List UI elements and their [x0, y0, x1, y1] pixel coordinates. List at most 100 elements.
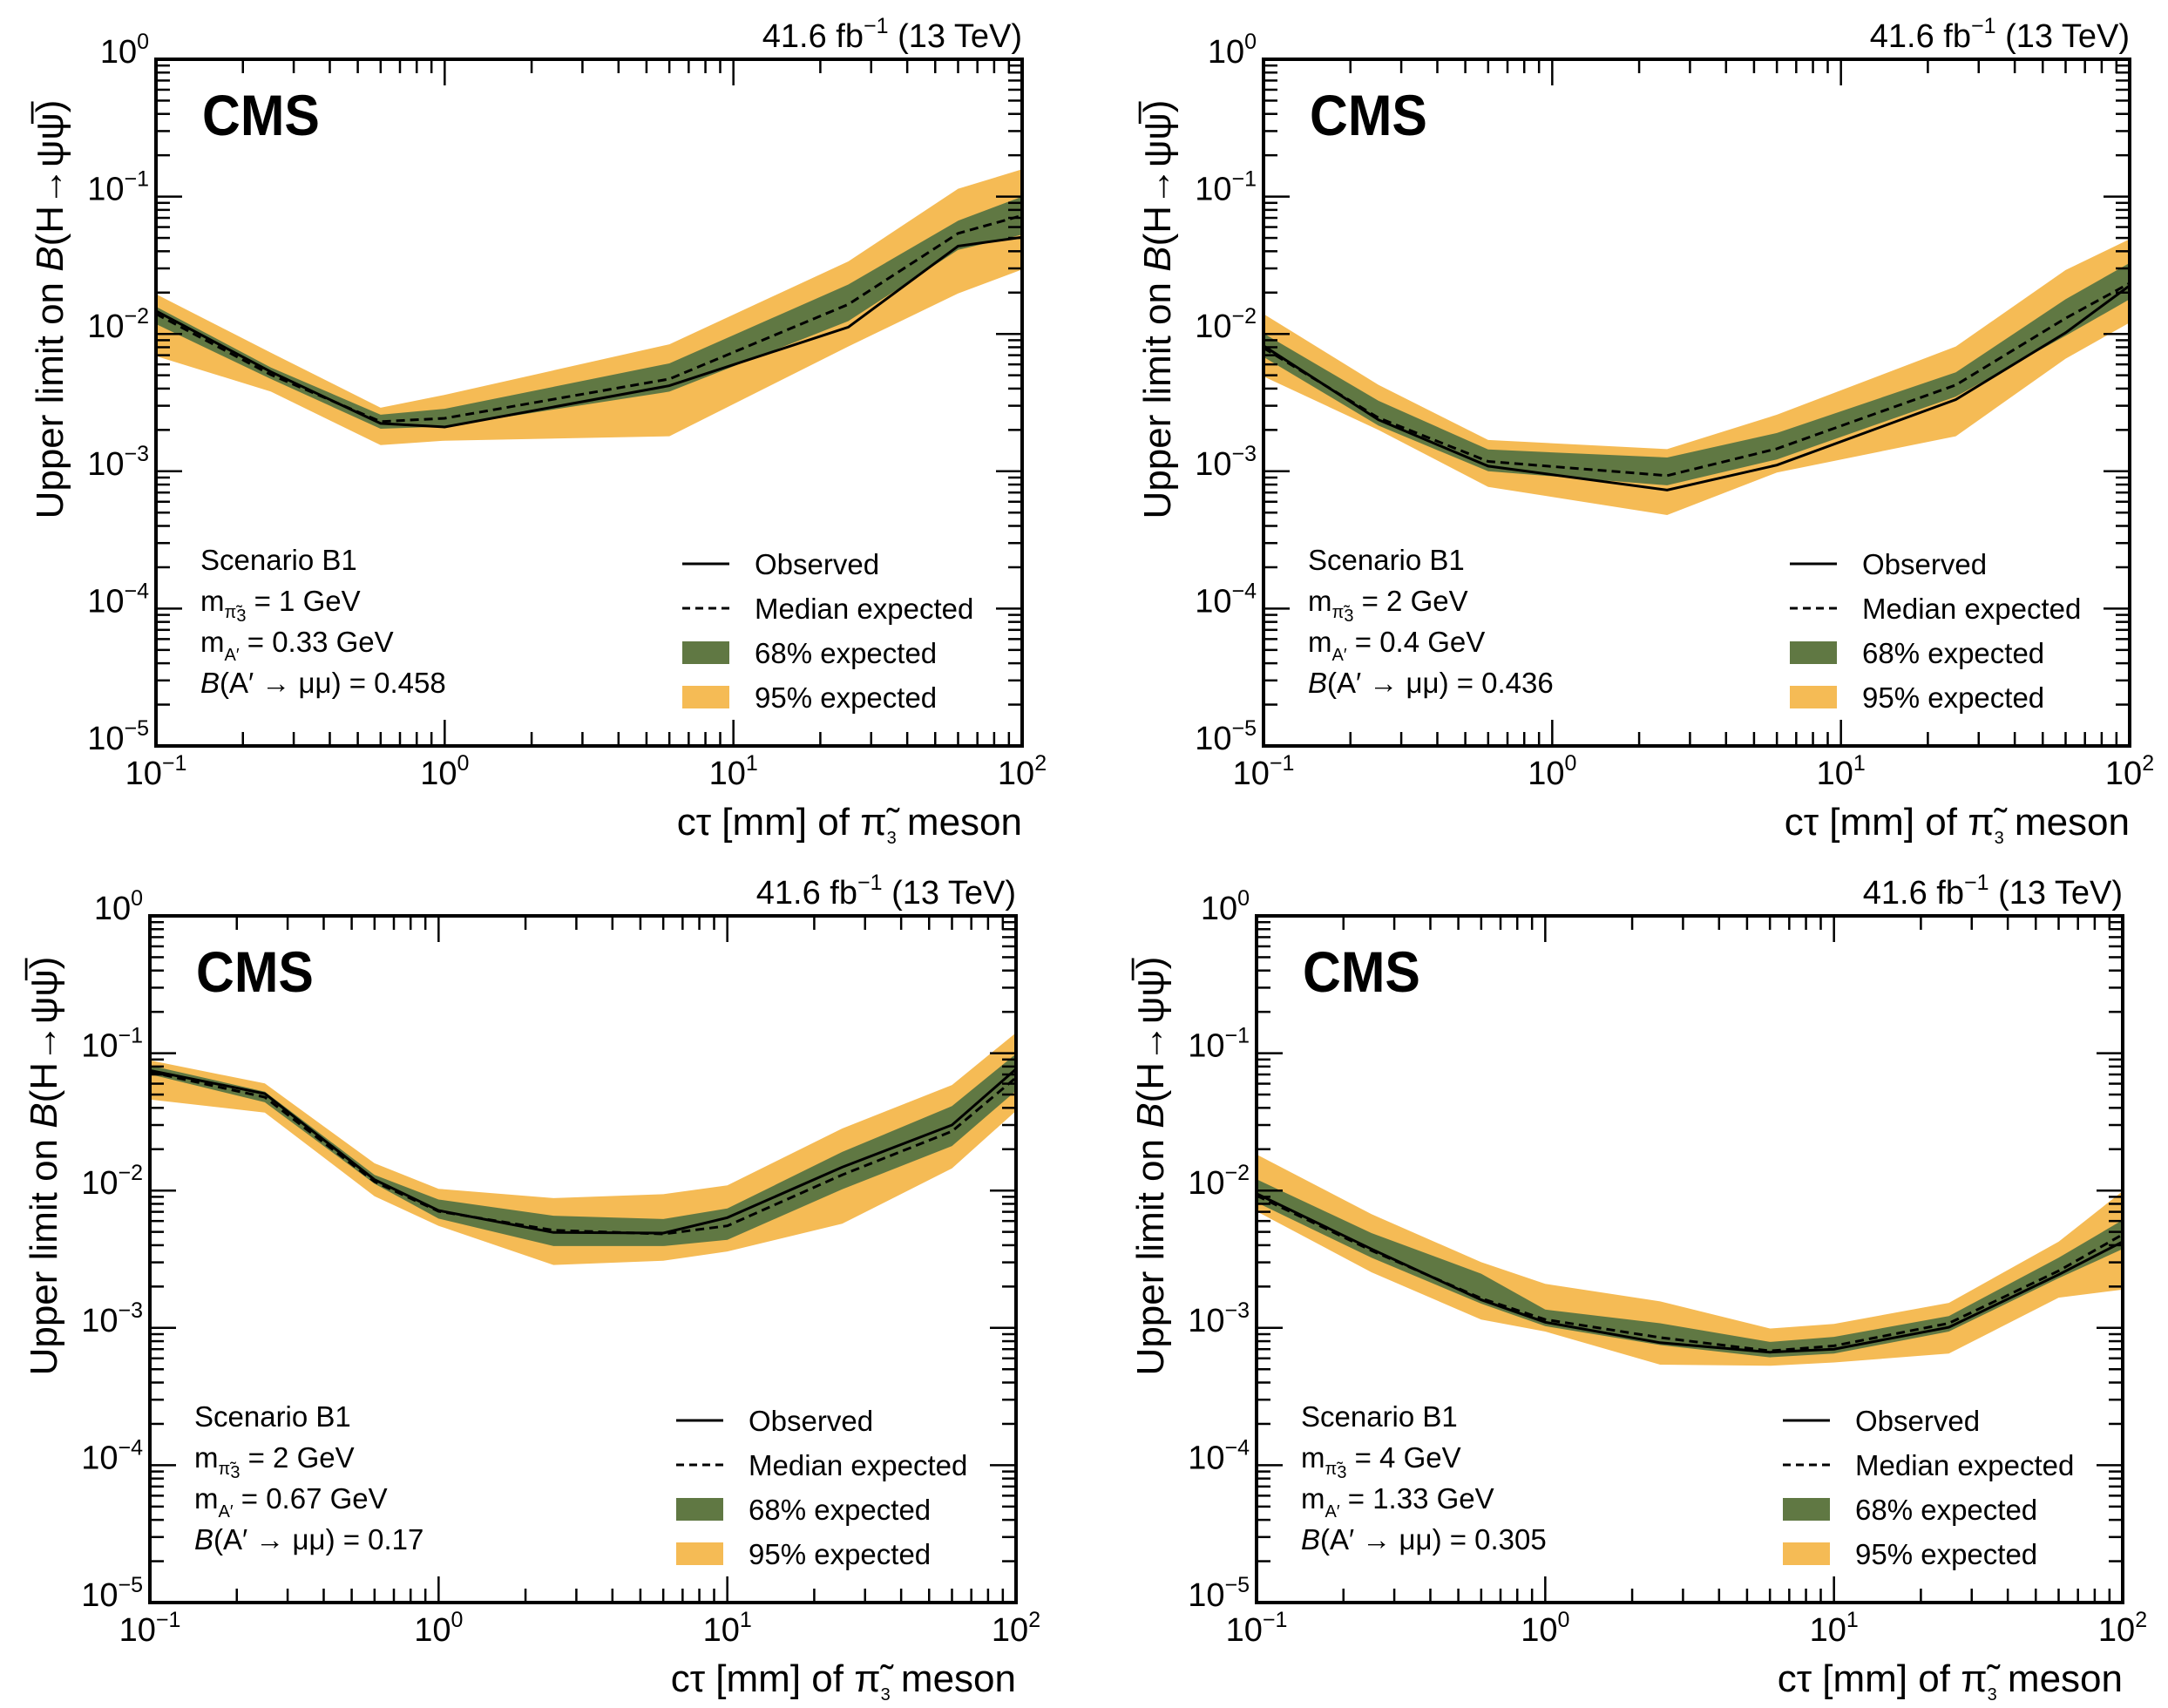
median-expected-line	[1264, 281, 2130, 478]
branching-ratio-label: B(A′ → μμ) = 0.17	[194, 1523, 423, 1556]
legend-label: 68% expected	[1862, 637, 2044, 669]
legend-label: 95% expected	[749, 1538, 931, 1570]
scenario-label: Scenario B1	[200, 544, 357, 576]
x-axis-label: cτ [mm] of π̃3 meson	[671, 1657, 1016, 1705]
legend-item: 95% expected	[676, 1538, 931, 1570]
x-tick-label: 100	[420, 751, 469, 792]
y-tick-label: 100	[1208, 30, 1257, 71]
x-tick-label: 102	[998, 751, 1047, 792]
legend-item: Observed	[1783, 1405, 1980, 1437]
legend-label: 95% expected	[1855, 1538, 2037, 1570]
cms-label: CMS	[196, 941, 314, 1005]
legend-item: Median expected	[1783, 1449, 2074, 1481]
legend-95-swatch	[676, 1542, 723, 1565]
cms-label: CMS	[1310, 85, 1427, 148]
y-tick-label: 10−5	[87, 716, 149, 757]
y-tick-label: 10−3	[81, 1298, 143, 1339]
branching-ratio-label: B(A′ → μμ) = 0.305	[1301, 1523, 1547, 1556]
y-axis-label: Upper limit on B(H→ψψ̅)	[1129, 957, 1172, 1376]
x-tick-label: 10−1	[125, 751, 187, 792]
legend-item: Observed	[676, 1405, 873, 1437]
y-tick-label: 10−4	[81, 1435, 143, 1476]
y-tick-label: 10−1	[1195, 167, 1257, 208]
ticks	[1262, 59, 2130, 748]
x-tick-label: 102	[992, 1608, 1040, 1649]
plot-frame	[1255, 914, 2124, 1604]
lumi-header: 41.6 fb−1 (13 TeV)	[756, 871, 1016, 912]
plot-area	[1257, 1154, 2123, 1366]
x-tick-label: 101	[1810, 1608, 1859, 1649]
legend-label: 68% expected	[749, 1494, 931, 1526]
y-tick-label: 10−3	[87, 442, 149, 483]
mass-a-prime-label: mA′ = 0.33 GeV	[200, 626, 394, 665]
y-tick-label: 10−4	[1188, 1435, 1250, 1476]
legend-label: 68% expected	[755, 637, 937, 669]
lumi-header: 41.6 fb−1 (13 TeV)	[1870, 14, 2130, 55]
y-tick-label: 10−2	[1188, 1161, 1250, 1202]
legend-item: 68% expected	[676, 1494, 931, 1526]
cms-label: CMS	[1303, 941, 1420, 1005]
band-68-expected	[1264, 262, 2130, 485]
x-tick-label: 10−1	[1226, 1608, 1288, 1649]
mass-pi3-label: mπ̃3 = 2 GeV	[1308, 585, 1468, 626]
branching-ratio-label: B(A′ → μμ) = 0.458	[200, 667, 446, 699]
plot-area	[1264, 239, 2130, 515]
mass-pi3-label: mπ̃3 = 4 GeV	[1301, 1441, 1461, 1482]
legend-item: 68% expected	[1790, 637, 2044, 669]
legend-68-swatch	[1783, 1498, 1830, 1521]
y-tick-label: 100	[1201, 886, 1250, 927]
ticks	[1255, 916, 2123, 1604]
y-tick-label: 10−5	[1188, 1573, 1250, 1614]
legend-item: Observed	[682, 548, 879, 580]
legend-item: 95% expected	[682, 681, 937, 714]
legend-item: Observed	[1790, 548, 1987, 580]
legend-item: 68% expected	[1783, 1494, 2037, 1526]
legend-95-swatch	[1790, 686, 1837, 708]
legend-item: 95% expected	[1783, 1538, 2037, 1570]
legend-68-swatch	[1790, 641, 1837, 664]
ticks	[148, 916, 1016, 1604]
y-tick-label: 10−5	[1195, 716, 1257, 757]
legend-item: 68% expected	[682, 637, 937, 669]
plot-area	[150, 1033, 1016, 1265]
legend: Observed Median expected 68% expected 95% e…	[1783, 1405, 2074, 1570]
x-tick-label: 10−1	[119, 1608, 181, 1649]
legend-label: 68% expected	[1855, 1494, 2037, 1526]
cms-label: CMS	[202, 85, 320, 148]
band-68-expected	[156, 196, 1022, 429]
observed-line	[150, 1068, 1016, 1235]
legend: Observed Median expected 68% expected 95% e…	[1790, 548, 2081, 714]
y-tick-label: 10−2	[1195, 304, 1257, 345]
y-axis-label: Upper limit on B(H→ψψ̅)	[23, 957, 65, 1376]
x-tick-label: 102	[2105, 751, 2154, 792]
x-tick-label: 102	[2098, 1608, 2147, 1649]
branching-ratio-label: B(A′ → μμ) = 0.436	[1308, 667, 1554, 699]
band-68-expected	[1257, 1179, 2123, 1358]
legend-item: 95% expected	[1790, 681, 2044, 714]
x-tick-label: 101	[1817, 751, 1866, 792]
band-68-expected	[150, 1054, 1016, 1246]
x-tick-label: 100	[414, 1608, 463, 1649]
y-tick-label: 10−1	[81, 1024, 143, 1065]
median-expected-line	[156, 214, 1022, 424]
legend-item: Median expected	[1790, 593, 2081, 625]
legend-label: Observed	[749, 1405, 873, 1437]
y-tick-label: 100	[100, 30, 149, 71]
x-tick-label: 101	[703, 1608, 752, 1649]
y-tick-label: 10−1	[87, 167, 149, 208]
mass-a-prime-label: mA′ = 0.4 GeV	[1308, 626, 1485, 665]
ticks	[154, 59, 1022, 748]
y-tick-label: 10−3	[1188, 1298, 1250, 1339]
mass-pi3-label: mπ̃3 = 1 GeV	[200, 585, 361, 626]
legend-label: Median expected	[1862, 593, 2081, 625]
observed-line	[1257, 1192, 2123, 1354]
y-tick-label: 10−4	[87, 579, 149, 620]
y-tick-label: 100	[94, 886, 143, 927]
band-95-expected	[1257, 1154, 2123, 1366]
legend-label: Observed	[1862, 548, 1987, 580]
mass-a-prime-label: mA′ = 0.67 GeV	[194, 1482, 388, 1522]
